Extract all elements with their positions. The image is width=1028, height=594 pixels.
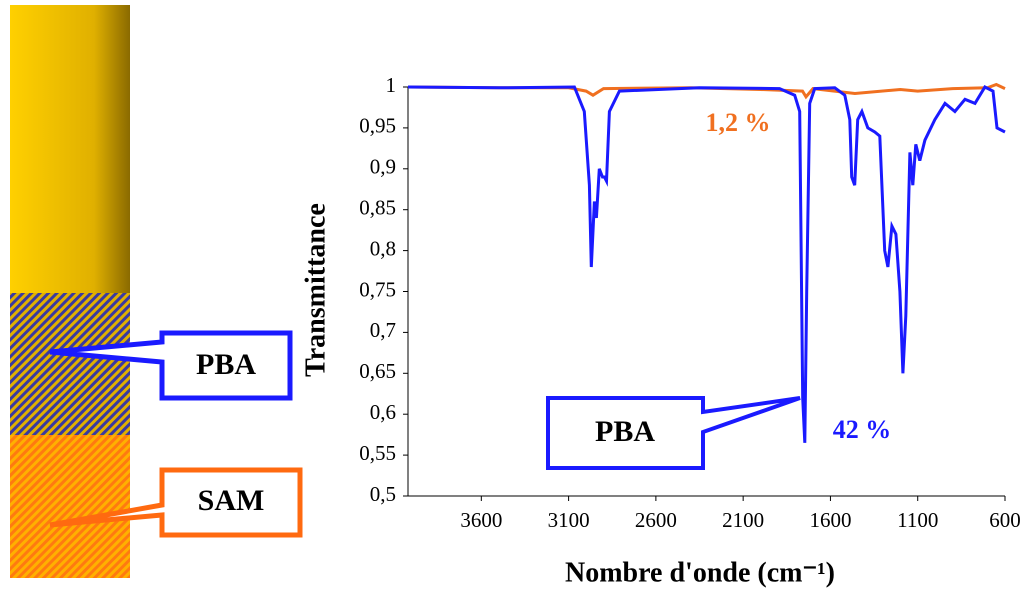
y-tick-label: 0,85	[359, 196, 396, 220]
spectrum-line	[407, 82, 1006, 100]
chart: 0,5 0,55 0,6 0,65 0,7 0,75 0,8 0,85 0,9 0,95 1 3600…	[300, 73, 1020, 589]
x-tick-label: 3600	[460, 508, 502, 532]
layer-diagram: PBA SAM	[10, 5, 303, 578]
y-tick-label: 1	[386, 73, 397, 97]
annotation: 1,2 %	[706, 108, 771, 137]
x-tick-label: 1100	[897, 508, 938, 532]
y-tick-label: 0,8	[370, 236, 396, 260]
callout-label: PBA	[196, 348, 256, 381]
x-tick-label: 600	[989, 508, 1021, 532]
chart-callout	[546, 396, 801, 470]
x-tick-label: 2100	[722, 508, 764, 532]
y-axis-title: Transmittance	[300, 203, 331, 377]
sam-layer	[10, 435, 130, 578]
callout-label: SAM	[198, 484, 265, 517]
y-tick-label: 0,7	[370, 318, 396, 342]
x-axis-title: Nombre d'onde (cm⁻¹)	[565, 557, 835, 588]
y-tick-label: 0,95	[359, 114, 396, 138]
x-tick-label: 1600	[809, 508, 851, 532]
substrate	[10, 5, 130, 293]
annotation: 42 %	[833, 415, 892, 444]
y-tick-label: 0,5	[370, 482, 396, 506]
annotation: PBA	[595, 415, 655, 448]
y-tick-label: 0,6	[370, 400, 396, 424]
sam-callout	[49, 467, 303, 538]
y-tick-label: 0,55	[359, 441, 396, 465]
pba-callout	[49, 330, 293, 401]
y-tick-label: 0,65	[359, 359, 396, 383]
x-tick-label: 2600	[635, 508, 677, 532]
y-tick-label: 0,75	[359, 277, 396, 301]
pba-layer	[10, 293, 130, 435]
y-tick-label: 0,9	[370, 155, 396, 179]
x-tick-label: 3100	[548, 508, 590, 532]
spectrum-line	[407, 85, 1006, 443]
